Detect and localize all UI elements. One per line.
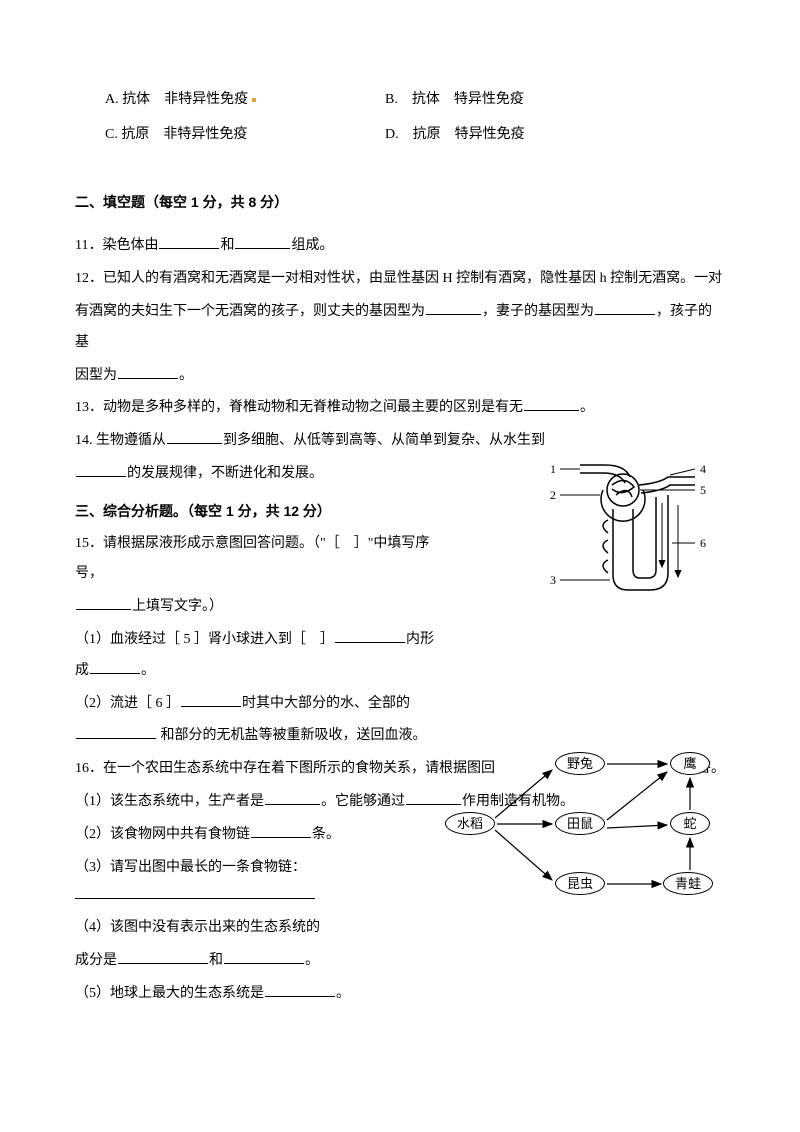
q15-sub2-line2: 和部分的无机盐等被重新吸收，送回血液。 xyxy=(75,721,435,752)
q16-sub3: （3）请写出图中最长的一条食物链： xyxy=(75,853,435,884)
q13: 13．动物是多种多样的，脊椎动物和无脊椎动物之间最主要的区别是有无。 xyxy=(75,393,725,424)
choice-row-2: C. 抗原 非特异性免疫 D. 抗原 特异性免疫 xyxy=(75,120,725,151)
choice-b: B. 抗体 特异性免疫 xyxy=(375,85,524,116)
q15-line2: 上填写文字。） xyxy=(75,592,435,623)
q11: 11．染色体由和组成。 xyxy=(75,231,725,262)
q15-line1: 15．请根据尿液形成示意图回答问题。（"［ ］"中填写序号， xyxy=(75,529,435,591)
kidney-label-5: 5 xyxy=(700,483,706,497)
q12-line1: 12．已知人的有酒窝和无酒窝是一对相对性状，由显性基因 H 控制有酒窝，隐性基因… xyxy=(75,264,725,295)
foodweb-diagram: 水稻 野兔 田鼠 昆虫 鹰 蛇 青蛙 xyxy=(445,740,735,915)
q16-sub4-line2: 成分是和。 xyxy=(75,946,435,977)
kidney-label-4: 4 xyxy=(700,462,706,476)
q12-line3: 因型为。 xyxy=(75,361,725,392)
kidney-label-2: 2 xyxy=(550,488,556,502)
choice-a: A. 抗体 非特异性免疫 xyxy=(75,85,375,116)
answer-line xyxy=(75,897,315,899)
choice-d: D. 抗原 特异性免疫 xyxy=(375,120,525,151)
q14-line1: 14. 生物遵循从到多细胞、从低等到高等、从简单到复杂、从水生到 xyxy=(75,426,725,457)
q12-line2: 有酒窝的夫妇生下一个无酒窝的孩子，则丈夫的基因型为，妻子的基因型为，孩子的基 xyxy=(75,297,725,359)
choice-c: C. 抗原 非特异性免疫 xyxy=(75,120,375,151)
section-2-title: 二、填空题（每空 1 分，共 8 分） xyxy=(75,187,725,218)
kidney-label-6: 6 xyxy=(700,536,706,550)
kidney-label-1: 1 xyxy=(550,462,556,476)
kidney-diagram: 1 2 3 4 5 6 xyxy=(550,455,710,625)
q16-sub4-line1: （4）该图中没有表示出来的生态系统的 xyxy=(75,913,435,944)
orange-dot xyxy=(252,98,256,102)
kidney-label-3: 3 xyxy=(550,573,556,587)
q15-sub1: （1）血液经过［ 5 ］肾小球进入到［ ］内形成。 xyxy=(75,625,435,687)
q16-sub5: （5）地球上最大的生态系统是。 xyxy=(75,979,435,1010)
q15-sub2-line1: （2）流进［ 6 ］时其中大部分的水、全部的 xyxy=(75,689,435,720)
choice-row-1: A. 抗体 非特异性免疫 B. 抗体 特异性免疫 xyxy=(75,85,725,116)
